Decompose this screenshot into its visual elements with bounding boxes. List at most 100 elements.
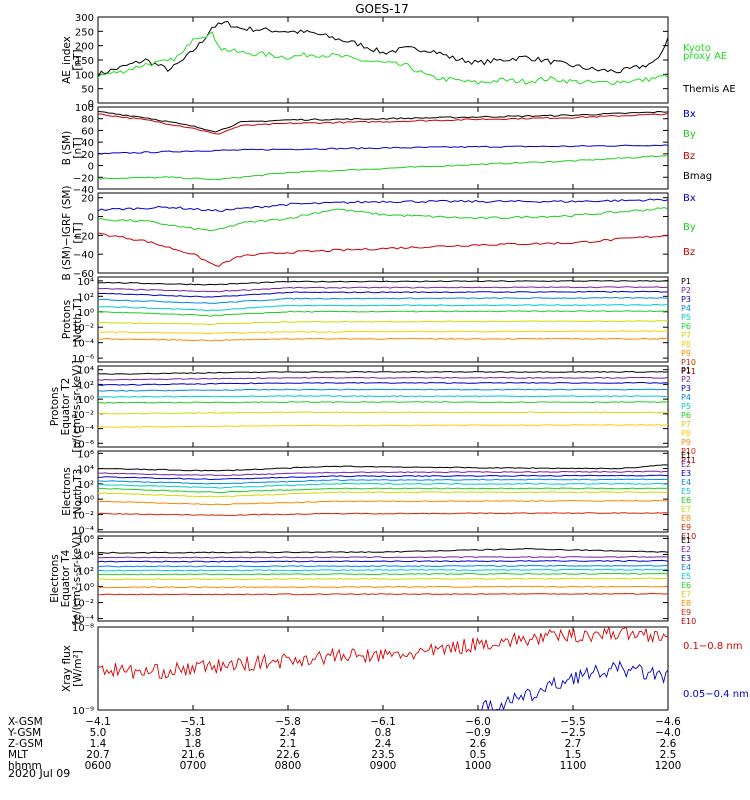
y-tick-label: 40 (81, 138, 94, 149)
legend-label: P2 (681, 375, 691, 384)
legend-label: P4 (681, 304, 691, 313)
ephemeris-value: −5.8 (275, 716, 301, 728)
legend-label: P3 (681, 295, 691, 304)
y-axis-label: [W/m²] (72, 650, 84, 687)
y-axis-label: Xray flux (61, 645, 73, 692)
series-group (98, 110, 668, 181)
legend-label: P1 (681, 277, 691, 286)
y-tick-label: −40 (73, 250, 94, 261)
ephemeris-value: −5.1 (180, 716, 206, 728)
y-axis-label: [nT] (72, 49, 84, 70)
y-tick-label: −20 (73, 173, 94, 184)
y-tick-label: 50 (81, 85, 94, 96)
legend-label: P9 (681, 349, 691, 358)
legend-label: E1 (681, 451, 691, 460)
legend-label: E10 (681, 617, 696, 626)
y-tick-label: 10⁴ (77, 550, 94, 561)
ephemeris-value: −2.5 (560, 727, 586, 739)
ephemeris-row-label: hhmm (8, 760, 42, 772)
ephemeris-value: 2.1 (280, 738, 297, 750)
series-line-by (98, 206, 668, 231)
series-line-p3 (98, 290, 668, 298)
y-tick-label: 10⁰ (77, 495, 94, 506)
series-line-p6 (98, 310, 668, 317)
series-line-0-05-0-4-nm (479, 660, 668, 710)
series-line-p2 (98, 286, 668, 293)
ephemeris-value: 20.7 (86, 749, 109, 761)
series-line-p4 (98, 296, 668, 304)
legend-label: E9 (681, 523, 691, 532)
y-axis-label: North T3 (72, 469, 84, 515)
date-label: 2020 Jul 09 (8, 767, 70, 780)
series-line-e5 (98, 568, 668, 572)
series-group (98, 464, 668, 516)
series-line-p2 (98, 376, 668, 381)
panel-ae: 300 250 200 150 100 50 0 AE_index [nT] Kyotoproxy… (61, 13, 736, 110)
y-tick-label: 200 (75, 42, 94, 53)
y-tick-label: 10⁻⁶ (72, 439, 94, 450)
series-line-by (98, 155, 668, 181)
series-line-e2 (98, 555, 668, 559)
ephemeris-value: 1.5 (565, 749, 582, 761)
ephemeris-row-label: MLT (8, 749, 28, 761)
series-line-e4 (98, 564, 668, 568)
legend-label: Bx (683, 109, 696, 120)
legend-label: E9 (681, 608, 691, 617)
ephemeris-value: −0.9 (465, 727, 491, 739)
y-tick-label: 10⁰ (77, 395, 94, 406)
series-line-bx (98, 144, 668, 155)
ephemeris-value: 1100 (560, 760, 587, 772)
series-line-p6 (98, 401, 668, 404)
y-axis-label: [p/(cm²-s-sr-keV)] (71, 360, 83, 452)
y-tick-label: 10⁻⁹ (72, 706, 94, 717)
series-line-e5 (98, 482, 668, 489)
series-line-p5 (98, 303, 668, 312)
series-line-bz (98, 112, 668, 135)
ephemeris-value: 1200 (655, 760, 682, 772)
legend-label: E6 (681, 496, 691, 505)
legend-label: By (683, 222, 696, 233)
y-tick-label: 10⁴ (77, 465, 94, 476)
legend-label: E7 (681, 590, 691, 599)
y-axis-label: B (SM) (61, 131, 73, 165)
y-tick-label: 10⁴ (77, 277, 94, 288)
y-tick-label: 250 (75, 27, 94, 38)
legend-label: E3 (681, 554, 691, 563)
series-line-e2 (98, 470, 668, 477)
legend-label: P11 (681, 456, 696, 465)
ephemeris-value: 2.5 (660, 749, 677, 761)
legend-label: 0.05−0.4 nm (683, 689, 749, 700)
series-line-e8 (98, 585, 668, 589)
y-tick-label: 10⁻⁴ (72, 425, 94, 436)
legend-label: Bx (683, 193, 696, 204)
y-tick-label: 10⁶ (77, 449, 94, 460)
y-axis-label: Electrons (49, 554, 61, 603)
series-line-e3 (98, 559, 668, 563)
ephemeris-value: 3.8 (185, 727, 202, 739)
ephemeris-value: 0800 (275, 760, 302, 772)
legend-label: P1 (681, 366, 691, 375)
series-line-bmag (98, 110, 668, 133)
y-tick-label: −20 (73, 231, 94, 242)
legend-label: E6 (681, 581, 691, 590)
y-tick-label: −60 (73, 269, 94, 280)
legend-label: P3 (681, 384, 691, 393)
y-axis-label: Equator T4 (60, 549, 72, 607)
y-tick-label: 10² (77, 292, 94, 303)
legend-label: E8 (681, 514, 691, 523)
y-tick-label: 0 (88, 99, 94, 110)
legend-label: P5 (681, 402, 691, 411)
ephemeris-value: 1.4 (90, 738, 107, 750)
series-group (98, 370, 668, 428)
y-tick-label: 20 (81, 150, 94, 161)
series-line-e1 (98, 547, 668, 554)
series-line-0-1-0-8-nm (98, 627, 668, 680)
y-tick-label: 10⁻⁴ (72, 526, 94, 537)
y-tick-label: 60 (81, 126, 94, 137)
y-tick-label: 10⁶ (77, 534, 94, 545)
legend-label: 0.1−0.8 nm (683, 641, 742, 652)
y-tick-label: 10⁰ (77, 308, 94, 319)
y-tick-label: 150 (75, 56, 94, 67)
